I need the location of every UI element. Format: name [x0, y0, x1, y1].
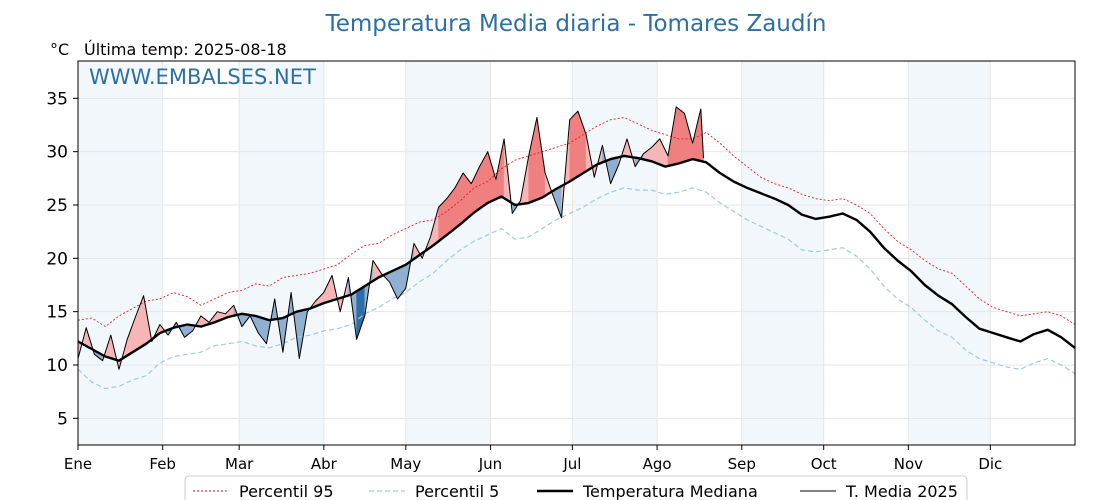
plot-frame	[77, 60, 1076, 446]
month-band	[405, 61, 491, 445]
y-tick-label: 35	[46, 89, 68, 109]
month-band	[78, 61, 163, 445]
x-tick-label: Feb	[149, 455, 176, 473]
y-tick-label: 30	[46, 143, 68, 163]
anomaly-above	[536, 117, 546, 201]
x-tick-label: Ago	[643, 455, 672, 473]
x-tick-label: Oct	[811, 455, 837, 473]
legend-box	[184, 475, 968, 500]
x-tick-label: Sep	[728, 455, 756, 473]
month-band	[572, 61, 658, 445]
series-percentil-95	[77, 117, 1076, 328]
anomaly-above	[495, 138, 505, 200]
legend-label-p5: Percentil 5	[415, 482, 499, 500]
x-tick-label: Nov	[894, 455, 923, 473]
y-tick-label: 20	[46, 249, 68, 269]
watermark: WWW.EMBALSES.NET	[89, 65, 316, 89]
legend-label-p95: Percentil 95	[239, 482, 334, 500]
month-band	[741, 61, 824, 445]
series-t-media-2025	[77, 106, 704, 370]
unit-label: °C	[50, 40, 69, 59]
month-band	[239, 61, 324, 445]
legend-label-current: T. Media 2025	[845, 482, 958, 500]
y-tick-label: 15	[46, 303, 68, 323]
series-percentil-5	[77, 187, 1076, 390]
anomaly-above	[675, 106, 685, 165]
anomaly-above	[692, 108, 702, 162]
x-tick-label: Jul	[562, 455, 581, 473]
anomaly-above	[569, 110, 579, 182]
x-tick-label: Ene	[64, 455, 92, 473]
series-temperatura-mediana	[77, 154, 1076, 362]
anomaly-below	[184, 324, 193, 338]
legend: Percentil 95 Percentil 5 Temperatura Media…	[184, 475, 968, 500]
anomaly-below	[356, 285, 366, 340]
x-tick-label: Jun	[478, 455, 502, 473]
x-tick-label: Dic	[978, 455, 1002, 473]
x-tick-label: May	[390, 455, 421, 473]
month-band	[908, 61, 991, 445]
plot-area: 5 10 15 20 25 30 35 Ene Feb Mar Abr May Jun Jul Ago Sep…	[46, 60, 1076, 473]
y-tick-label: 10	[46, 356, 68, 376]
y-tick-label: 5	[57, 409, 68, 429]
legend-label-median: Temperatura Mediana	[582, 482, 758, 500]
last-temp-label: Última temp: 2025-08-18	[84, 40, 287, 59]
y-tick-label: 25	[46, 196, 68, 216]
x-tick-label: Abr	[311, 455, 338, 473]
x-tick-label: Mar	[225, 455, 254, 473]
anomaly-above	[528, 117, 538, 204]
anomaly-above	[487, 151, 497, 204]
chart-title: Temperatura Media diaria - Tomares Zaudí…	[325, 11, 827, 37]
